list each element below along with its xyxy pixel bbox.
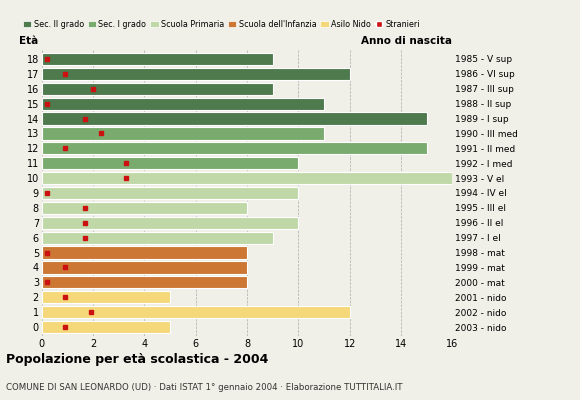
- Bar: [42, 187, 299, 199]
- Bar: [42, 83, 273, 95]
- Bar: [42, 157, 299, 169]
- Legend: Sec. II grado, Sec. I grado, Scuola Primaria, Scuola dell'Infanzia, Asilo Nido, : Sec. II grado, Sec. I grado, Scuola Prim…: [23, 20, 420, 29]
- Bar: [42, 172, 452, 184]
- Text: COMUNE DI SAN LEONARDO (UD) · Dati ISTAT 1° gennaio 2004 · Elaborazione TUTTITAL: COMUNE DI SAN LEONARDO (UD) · Dati ISTAT…: [6, 383, 403, 392]
- Bar: [42, 276, 247, 288]
- Bar: [42, 142, 427, 154]
- Bar: [42, 321, 170, 333]
- Bar: [42, 306, 350, 318]
- Bar: [42, 53, 273, 65]
- Text: Età: Età: [19, 36, 38, 46]
- Bar: [42, 112, 427, 125]
- Bar: [42, 202, 247, 214]
- Bar: [42, 98, 324, 110]
- Bar: [42, 261, 247, 274]
- Bar: [42, 68, 350, 80]
- Bar: [42, 217, 299, 229]
- Bar: [42, 291, 170, 303]
- Bar: [42, 127, 324, 140]
- Bar: [42, 232, 273, 244]
- Bar: [42, 246, 247, 259]
- Text: Popolazione per età scolastica - 2004: Popolazione per età scolastica - 2004: [6, 353, 268, 366]
- Text: Anno di nascita: Anno di nascita: [361, 36, 452, 46]
